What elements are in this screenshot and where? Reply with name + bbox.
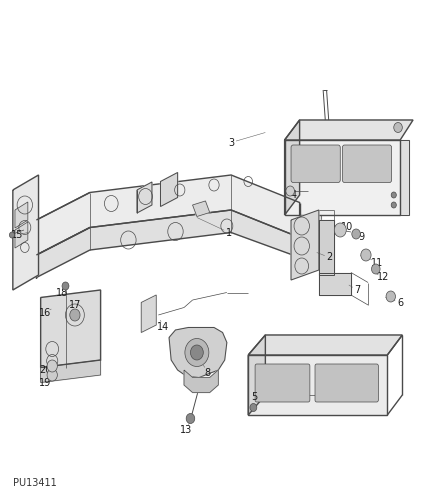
Polygon shape <box>15 202 28 228</box>
Text: 7: 7 <box>354 285 360 295</box>
Text: 17: 17 <box>69 300 81 310</box>
Polygon shape <box>41 360 101 382</box>
Polygon shape <box>319 272 351 295</box>
Polygon shape <box>319 220 334 275</box>
Text: 9: 9 <box>359 232 365 242</box>
Text: 12: 12 <box>377 272 389 282</box>
Circle shape <box>9 232 15 238</box>
Circle shape <box>47 360 57 372</box>
Circle shape <box>250 404 257 411</box>
Polygon shape <box>41 290 101 368</box>
Circle shape <box>386 291 395 302</box>
Text: 11: 11 <box>371 258 383 268</box>
Polygon shape <box>400 140 409 215</box>
Polygon shape <box>160 172 178 206</box>
Circle shape <box>334 223 346 237</box>
Polygon shape <box>285 140 400 215</box>
Polygon shape <box>15 222 28 248</box>
Text: 2: 2 <box>327 252 333 262</box>
FancyBboxPatch shape <box>315 364 378 402</box>
Polygon shape <box>248 335 402 355</box>
Circle shape <box>185 338 209 366</box>
Polygon shape <box>291 210 319 280</box>
FancyBboxPatch shape <box>291 145 340 182</box>
Circle shape <box>372 264 380 274</box>
Polygon shape <box>285 120 300 215</box>
Polygon shape <box>137 182 152 213</box>
Polygon shape <box>36 210 300 278</box>
Polygon shape <box>308 215 321 230</box>
Circle shape <box>391 202 396 208</box>
Circle shape <box>391 192 396 198</box>
Circle shape <box>47 369 57 381</box>
Polygon shape <box>184 370 218 392</box>
Text: PU13411: PU13411 <box>13 478 56 488</box>
Text: 5: 5 <box>252 392 258 402</box>
Text: 13: 13 <box>180 425 192 435</box>
Polygon shape <box>193 201 210 216</box>
Text: 19: 19 <box>39 378 51 388</box>
Circle shape <box>286 186 294 196</box>
Circle shape <box>62 282 69 290</box>
Text: 6: 6 <box>397 298 403 308</box>
Polygon shape <box>169 328 227 378</box>
Polygon shape <box>285 120 413 140</box>
FancyBboxPatch shape <box>255 364 310 402</box>
Text: 4: 4 <box>290 190 296 200</box>
Text: 1: 1 <box>226 228 232 237</box>
Polygon shape <box>13 175 39 290</box>
Text: 14: 14 <box>157 322 169 332</box>
Polygon shape <box>36 175 300 255</box>
Circle shape <box>361 249 371 261</box>
FancyBboxPatch shape <box>342 145 392 182</box>
Polygon shape <box>248 355 387 415</box>
Text: 18: 18 <box>56 288 68 298</box>
Text: 15: 15 <box>11 230 23 240</box>
Polygon shape <box>141 295 156 333</box>
Text: 3: 3 <box>228 138 234 147</box>
Text: 10: 10 <box>341 222 353 232</box>
Text: 16: 16 <box>39 308 51 318</box>
Text: 20: 20 <box>39 365 51 375</box>
Text: 8: 8 <box>205 368 211 378</box>
Circle shape <box>394 122 402 132</box>
Circle shape <box>190 345 203 360</box>
Circle shape <box>186 414 195 424</box>
Circle shape <box>352 229 360 239</box>
Circle shape <box>70 309 80 321</box>
Polygon shape <box>248 335 265 415</box>
